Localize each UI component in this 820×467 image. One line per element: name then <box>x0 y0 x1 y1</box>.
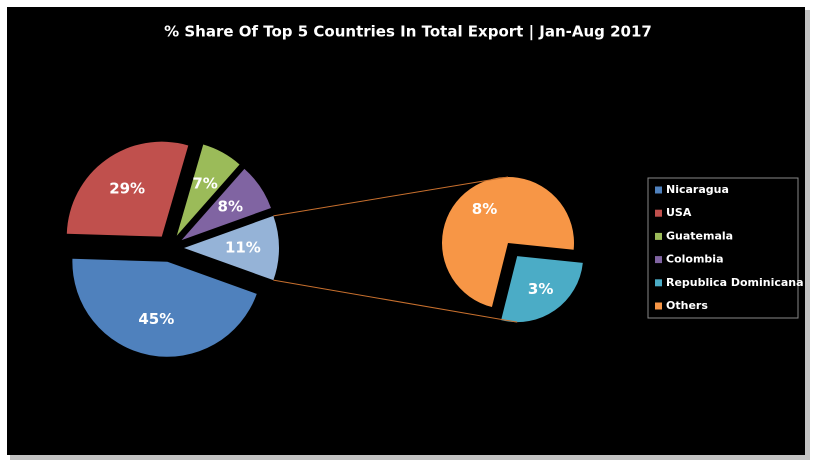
legend-label: Guatemala <box>666 229 733 242</box>
data-label: 8% <box>218 198 243 216</box>
pie-slice <box>501 256 583 323</box>
legend-swatch <box>655 256 662 264</box>
pie-slice <box>181 168 271 241</box>
legend-swatch <box>655 302 662 310</box>
legend-label: Colombia <box>666 253 724 266</box>
data-label: 3% <box>528 280 553 298</box>
legend-swatch <box>655 186 662 194</box>
legend-label: Republica Dominicana <box>666 276 804 289</box>
split-slice <box>184 215 279 281</box>
legend-label: USA <box>666 206 692 219</box>
connector-line <box>273 279 518 323</box>
data-label: 7% <box>192 175 217 193</box>
legend-label: Others <box>666 299 708 312</box>
legend <box>647 177 799 319</box>
pie-slice <box>442 177 574 308</box>
data-label: 29% <box>109 180 145 198</box>
chart-title: % Share Of Top 5 Countries In Total Expo… <box>164 23 652 42</box>
pie-slice <box>72 258 257 357</box>
data-label: 11% <box>225 239 261 257</box>
legend-swatch <box>655 232 662 240</box>
pie-slice <box>66 141 189 237</box>
legend-swatch <box>655 279 662 287</box>
pie-slice <box>176 144 240 236</box>
data-label: 45% <box>138 310 174 328</box>
data-label: 8% <box>472 200 497 218</box>
legend-label: Nicaragua <box>666 183 729 196</box>
legend-swatch <box>655 209 662 217</box>
connector-line <box>273 176 509 217</box>
